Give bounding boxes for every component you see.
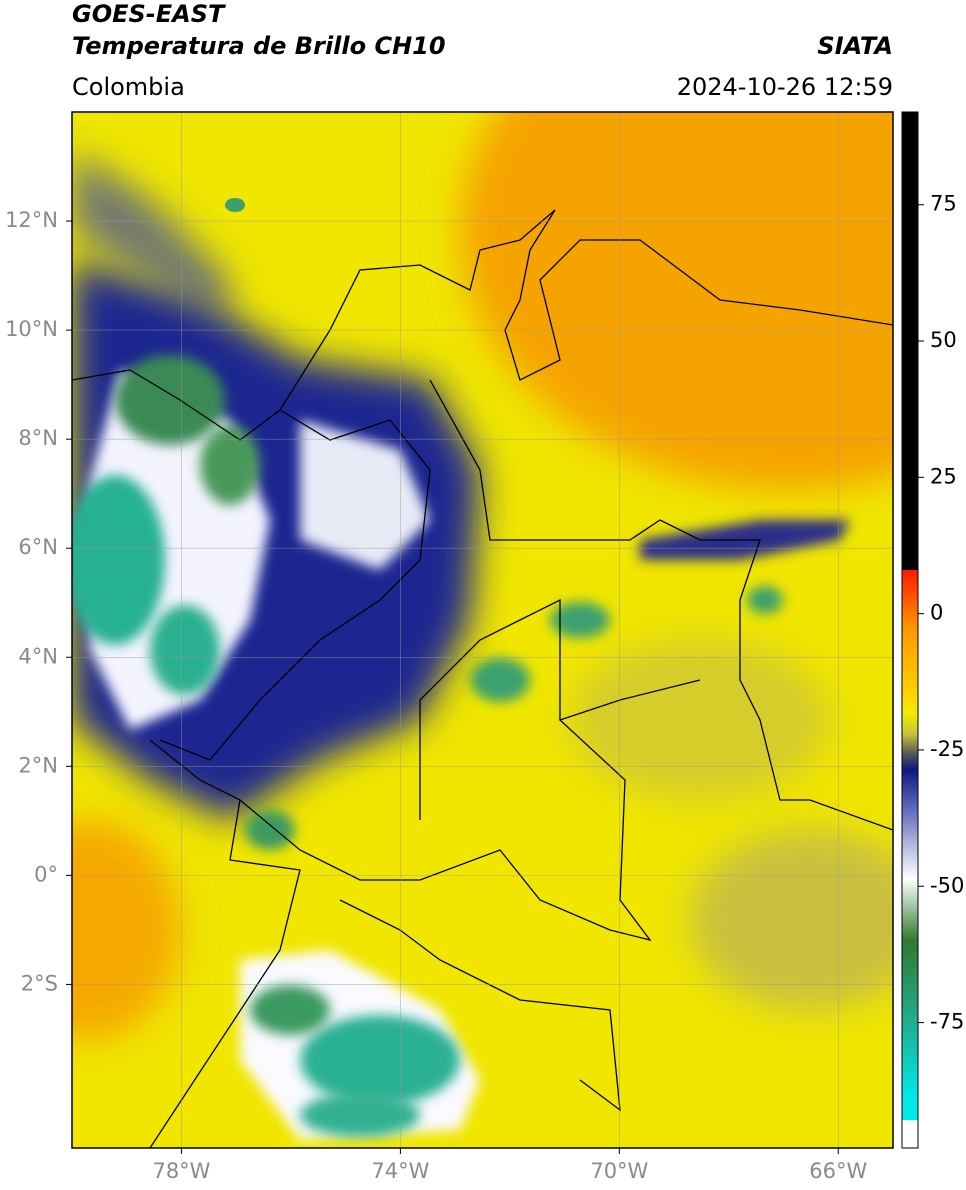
colorbar-tick-label: 50 — [930, 328, 957, 352]
colorbar-tick-label: 0 — [930, 601, 943, 625]
colorbar-tick-label: 75 — [930, 192, 957, 216]
y-tick-label: 6°N — [18, 535, 58, 559]
y-tick-label: 2°S — [21, 971, 58, 995]
y-tick-label: 4°N — [18, 644, 58, 668]
x-tick-label: 78°W — [152, 1159, 210, 1183]
datetime: 2024-10-26 12:59 — [677, 73, 893, 101]
x-tick-label: 74°W — [371, 1159, 429, 1183]
colorbar-tick-label: -25 — [930, 737, 964, 761]
y-tick-label: 8°N — [18, 426, 58, 450]
y-tick-label: 10°N — [5, 317, 58, 341]
title: GOES-EAST — [72, 0, 226, 28]
source: SIATA — [817, 32, 893, 60]
y-tick-label: 2°N — [18, 753, 58, 777]
region: Colombia — [72, 73, 185, 101]
colorbar-tick-label: 25 — [930, 464, 957, 488]
x-tick-label: 66°W — [809, 1159, 867, 1183]
x-tick-label: 70°W — [590, 1159, 648, 1183]
satellite-image — [72, 112, 893, 1148]
colorbar-tick-label: -50 — [930, 873, 964, 897]
subtitle: Temperatura de Brillo CH10 — [72, 32, 446, 60]
colorbar-tick-label: -75 — [930, 1010, 964, 1034]
colorbar — [901, 111, 919, 1149]
grid — [72, 112, 893, 1148]
y-tick-label: 0° — [34, 862, 58, 886]
map-frame — [71, 111, 894, 1149]
y-tick-label: 12°N — [5, 208, 58, 232]
